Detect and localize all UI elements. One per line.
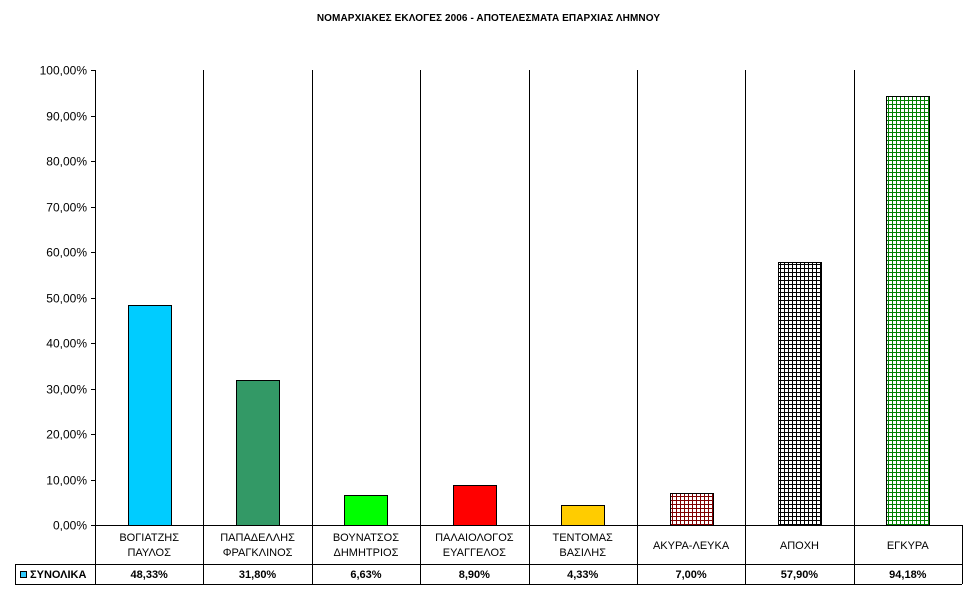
value-label: 48,33%: [131, 569, 169, 581]
value-label: 4,33%: [567, 569, 598, 581]
value-label: 31,80%: [239, 569, 277, 581]
bar: [128, 305, 172, 526]
value-label: 6,63%: [350, 569, 381, 581]
bar: [453, 485, 497, 526]
legend-swatch: [20, 571, 27, 578]
y-tick-label: 10,00%: [46, 474, 87, 488]
y-tick-label: 40,00%: [46, 337, 87, 351]
y-tick-label: 90,00%: [46, 110, 87, 124]
y-tick-label: 30,00%: [46, 383, 87, 397]
category-label: ΒΟΓΙΑΤΖΗΣ ΠΑΥΛΟΣ: [119, 532, 179, 559]
legend-label: ΣΥΝΟΛΙΚΑ: [30, 569, 86, 581]
bar: [561, 505, 605, 526]
y-tick-label: 70,00%: [46, 201, 87, 215]
bar: [886, 96, 930, 526]
category-label: ΤΕΝΤΟΜΑΣ ΒΑΣΙΛΗΣ: [552, 532, 613, 559]
y-tick-label: 50,00%: [46, 292, 87, 306]
category-label: ΑΚΥΡΑ-ΛΕΥΚΑ: [653, 540, 730, 552]
category-label: ΕΓΚΥΡΑ: [887, 540, 930, 552]
category-label: ΠΑΛΑΙΟΛΟΓΟΣ ΕΥΑΓΓΕΛΟΣ: [435, 532, 514, 559]
chart-title: ΝΟΜΑΡΧΙΑΚΕΣ ΕΚΛΟΓΕΣ 2006 - ΑΠΟΤΕΛΕΣΜΑΤΑ …: [316, 13, 661, 24]
category-label: ΠΑΠΑΔΕΛΛΗΣ ΦΡΑΓΚΛΙΝΟΣ: [220, 532, 295, 559]
y-tick-label: 20,00%: [46, 428, 87, 442]
bar: [344, 495, 388, 526]
y-tick-label: 0,00%: [53, 519, 87, 533]
y-tick-label: 100,00%: [40, 64, 88, 78]
bar: [778, 262, 822, 526]
bar: [236, 380, 280, 526]
y-tick-label: 80,00%: [46, 155, 87, 169]
value-label: 57,90%: [781, 569, 819, 581]
value-label: 94,18%: [889, 569, 927, 581]
value-label: 7,00%: [675, 569, 706, 581]
category-label: ΒΟΥΝΑΤΣΟΣ ΔΗΜΗΤΡΙΟΣ: [333, 532, 399, 559]
bar: [670, 493, 714, 526]
value-label: 8,90%: [459, 569, 490, 581]
category-label: ΑΠΟΧΗ: [780, 540, 819, 552]
y-tick-label: 60,00%: [46, 246, 87, 260]
